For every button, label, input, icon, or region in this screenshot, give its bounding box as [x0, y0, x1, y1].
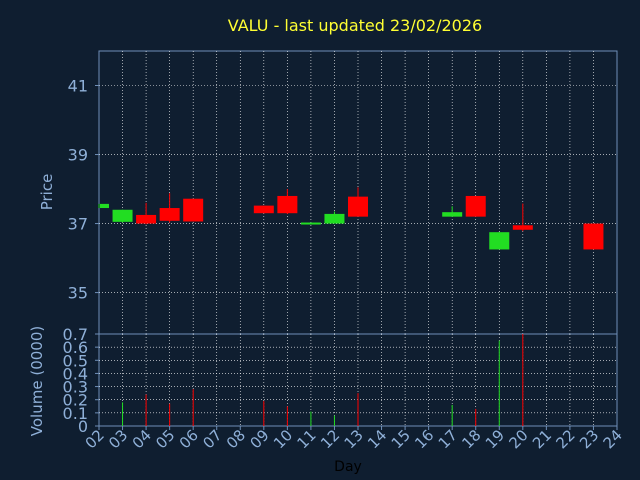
price-panel: 35 37 39 41 Price	[38, 50, 618, 335]
candles	[98, 187, 604, 250]
volume-y-ticks: 00.10.20.30.40.50.60.7	[63, 325, 99, 436]
day-tick-label: 10	[270, 426, 296, 452]
day-tick-label: 11	[294, 426, 320, 452]
day-tick-label: 20	[505, 426, 531, 452]
day-tick-label: 03	[105, 426, 131, 452]
x-axis-label: Day	[334, 459, 362, 475]
day-x-ticks: 0203040506070809101112131415161718192021…	[82, 426, 626, 452]
volume-y-tick-label: 0	[78, 417, 88, 436]
candle-body	[183, 198, 204, 222]
day-tick-label: 08	[223, 426, 249, 452]
day-tick-label: 12	[317, 426, 343, 452]
volume-panel: 00.10.20.30.40.50.60.7 02030405060708091…	[28, 325, 626, 475]
candle-body	[465, 195, 486, 217]
candle	[300, 222, 321, 225]
candle-body	[159, 208, 180, 221]
volume-y-tick-label: 0.6	[63, 338, 88, 357]
day-tick-label: 07	[199, 426, 225, 452]
candle	[348, 187, 368, 217]
day-tick-label: 24	[600, 426, 626, 452]
day-tick-label: 09	[246, 426, 272, 452]
candle-body	[112, 209, 133, 222]
candle-body	[277, 195, 298, 214]
day-tick-label: 21	[529, 426, 555, 452]
candle	[136, 202, 157, 225]
day-tick-label: 05	[152, 426, 178, 452]
candle-body	[324, 213, 345, 224]
candle	[159, 193, 180, 223]
volume-y-tick-label: 0.4	[63, 364, 88, 383]
candle-body	[136, 214, 157, 224]
candle-body	[253, 205, 274, 214]
candle	[253, 205, 274, 214]
day-tick-label: 19	[482, 426, 508, 452]
volume-y-axis-label: Volume (0000)	[28, 326, 46, 436]
candle-body	[489, 232, 510, 250]
price-y-axis-label: Price	[38, 174, 56, 211]
candle	[512, 203, 533, 232]
day-tick-label: 23	[576, 426, 602, 452]
volume-y-tick-label: 0.1	[63, 404, 88, 423]
volume-y-tick-label: 0.7	[63, 325, 88, 344]
candle-body	[442, 212, 463, 217]
volume-y-tick-label: 0.2	[63, 391, 88, 410]
candle	[112, 209, 133, 223]
candle	[183, 198, 204, 222]
candle	[442, 206, 463, 217]
price-grid	[99, 51, 617, 334]
day-tick-label: 16	[411, 426, 437, 452]
day-tick-label: 14	[364, 426, 390, 452]
volume-bars	[122, 334, 524, 426]
candle-body	[583, 223, 604, 250]
candle	[583, 223, 604, 250]
day-tick-label: 13	[341, 426, 367, 452]
price-y-ticks: 35 37 39 41	[68, 77, 99, 303]
price-y-tick-label: 39	[68, 146, 88, 165]
price-y-tick-label: 41	[68, 77, 88, 96]
day-tick-label: 18	[458, 426, 484, 452]
day-tick-label: 04	[129, 426, 155, 452]
candle-body	[348, 196, 368, 217]
candle-body	[512, 225, 533, 230]
volume-y-tick-label: 0.3	[63, 378, 88, 397]
day-tick-label: 06	[176, 426, 202, 452]
candle	[324, 211, 345, 224]
day-tick-label: 17	[435, 426, 461, 452]
volume-y-tick-label: 0.5	[63, 351, 88, 370]
chart-title: VALU - last updated 23/02/2026	[228, 16, 482, 35]
candle-body	[300, 222, 321, 225]
candle	[489, 232, 510, 250]
price-y-tick-label: 35	[68, 284, 88, 303]
candle	[98, 203, 109, 209]
candle	[465, 195, 486, 217]
price-y-tick-label: 37	[68, 215, 88, 234]
candle	[277, 189, 298, 214]
day-tick-label: 22	[553, 426, 579, 452]
candle-body	[100, 203, 109, 209]
day-tick-label: 15	[388, 426, 414, 452]
